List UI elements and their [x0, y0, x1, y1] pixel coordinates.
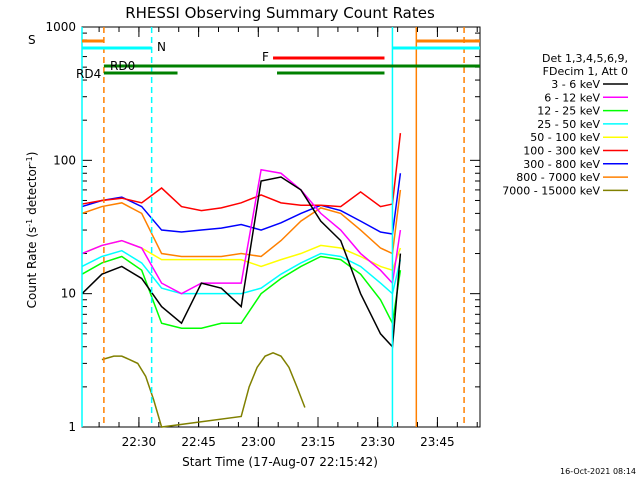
- plot-frame: [81, 26, 481, 428]
- x-tick-label-4: 23:30: [360, 435, 395, 449]
- y-tick-label-3: 1000: [45, 20, 76, 34]
- state-bar-label-rd0: RD0: [110, 59, 135, 73]
- legend-header-0: Det 1,3,4,5,6,9,: [542, 52, 628, 65]
- legend-header-1: FDecim 1, Att 0: [543, 65, 628, 78]
- legend-label-6: 300 - 800 keV: [523, 158, 600, 171]
- series-line-1: [81, 168, 402, 295]
- y-tick-label-1: 10: [61, 287, 76, 301]
- chart-title: RHESSI Observing Summary Count Rates: [125, 4, 435, 22]
- timestamp: 16-Oct-2021 08:14: [560, 467, 636, 476]
- legend-label-0: 3 - 6 keV: [551, 78, 600, 91]
- series-line-5: [81, 133, 402, 212]
- state-bar-label-s: S: [28, 33, 36, 47]
- y-tick-label-2: 100: [53, 153, 76, 167]
- legend: Det 1,3,4,5,6,9,FDecim 1, Att 03 - 6 keV…: [502, 52, 628, 197]
- x-tick-label-5: 23:45: [420, 435, 455, 449]
- plot-area: 1 10 100 1000 22:30 22:45 23:00 23:15 23:30 23:45: [45, 20, 481, 449]
- legend-label-1: 6 - 12 keV: [544, 91, 600, 104]
- x-tick-label-0: 22:30: [122, 435, 157, 449]
- y-axis-label: Count Rate (s-1 detector-1): [25, 152, 40, 309]
- y-tick-label-0: 1: [68, 420, 76, 434]
- legend-label-4: 50 - 100 keV: [530, 131, 600, 144]
- svg-text:Count Rate (s-1 detector-1): Count Rate (s-1 detector-1): [25, 152, 40, 309]
- legend-label-5: 100 - 300 keV: [523, 145, 600, 158]
- x-tick-label-3: 23:15: [301, 435, 336, 449]
- x-axis-label: Start Time (17-Aug-07 22:15:42): [182, 455, 378, 469]
- x-tick-label-1: 22:45: [181, 435, 216, 449]
- series-line-8: [101, 352, 306, 428]
- x-tick-label-2: 23:00: [241, 435, 276, 449]
- series-line-2: [81, 255, 402, 330]
- legend-label-3: 25 - 50 keV: [537, 118, 600, 131]
- legend-label-7: 800 - 7000 keV: [516, 171, 600, 184]
- state-bars: S N F RD0 RD4: [28, 33, 480, 81]
- series-line-3: [81, 249, 402, 296]
- series-line-0: [81, 176, 402, 349]
- state-bar-label-f: F: [262, 50, 269, 64]
- state-bar-label-n: N: [157, 40, 166, 54]
- state-bar-label-rd4: RD4: [76, 67, 101, 81]
- series-line-6: [81, 173, 402, 235]
- legend-label-8: 7000 - 15000 keV: [502, 184, 600, 197]
- legend-label-2: 12 - 25 keV: [537, 105, 600, 118]
- series-line-7: [81, 189, 402, 258]
